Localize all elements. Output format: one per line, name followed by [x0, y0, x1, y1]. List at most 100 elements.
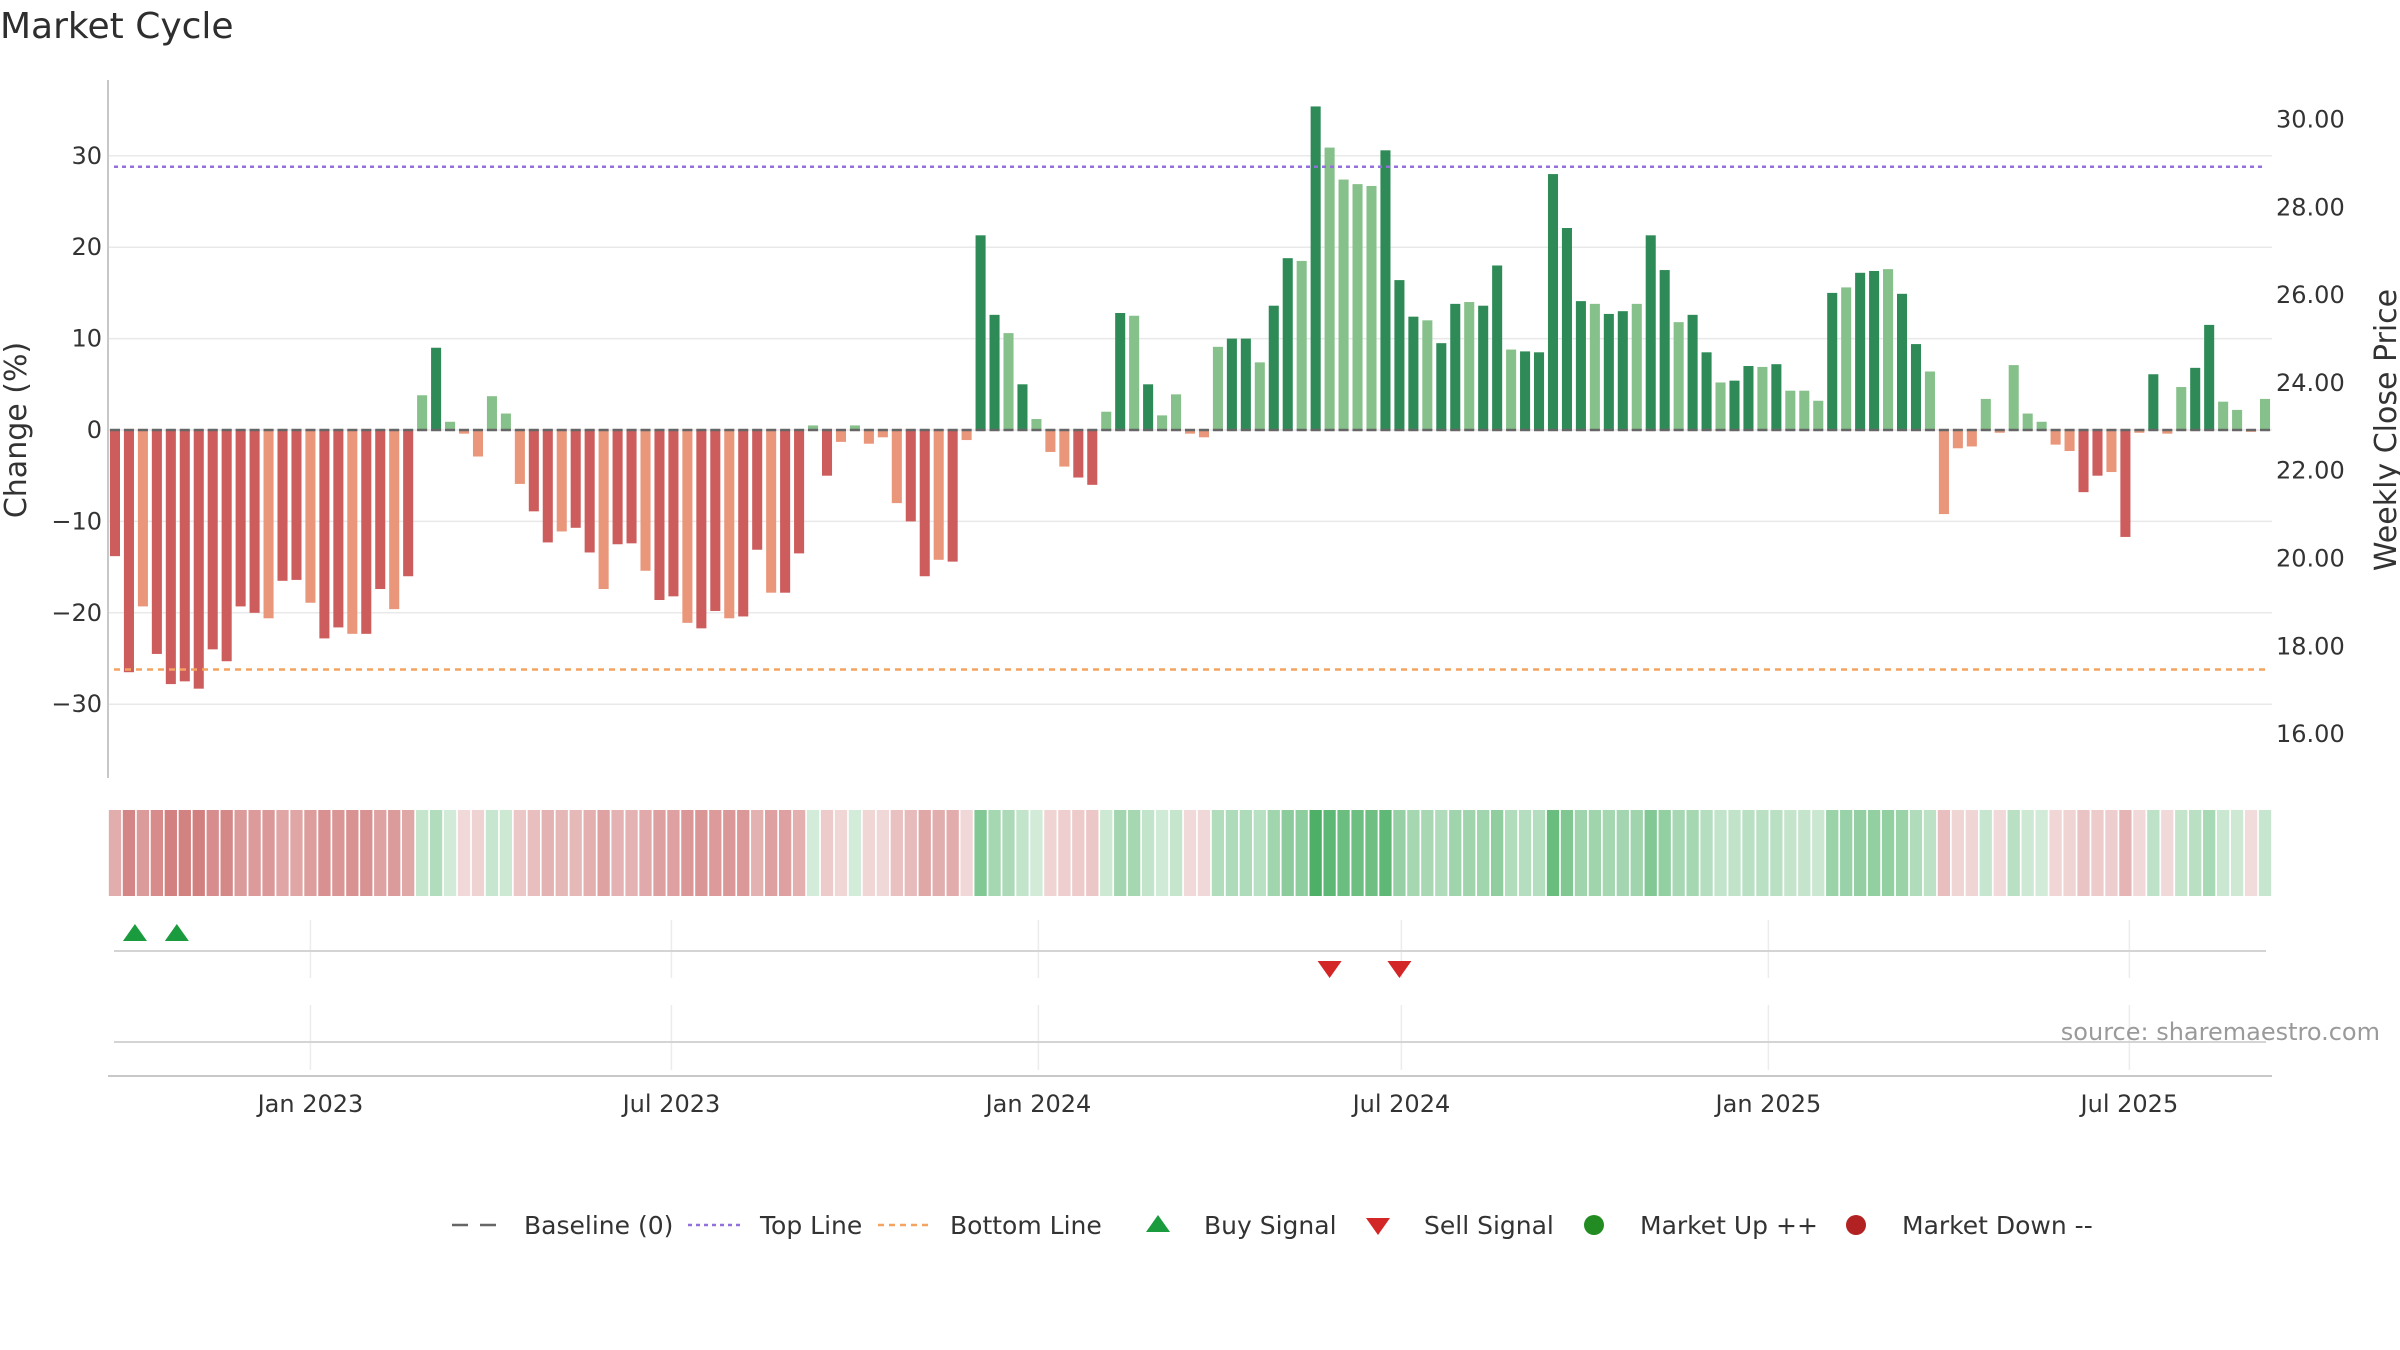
- legend-label: Market Down --: [1902, 1211, 2093, 1240]
- bar: [640, 430, 651, 571]
- legend-swatch-up: [1584, 1215, 1604, 1235]
- legend-swatch-buy: [1146, 1215, 1170, 1232]
- bar: [835, 430, 846, 442]
- bar: [235, 430, 246, 607]
- bar: [1115, 313, 1126, 430]
- bar: [1394, 280, 1405, 430]
- bar: [1980, 398, 1991, 430]
- heat-cell: [1756, 810, 1769, 896]
- y2-tick-label: 28.00: [2276, 193, 2345, 221]
- heat-cell: [1281, 810, 1294, 896]
- bar: [780, 430, 791, 593]
- bar: [1436, 343, 1447, 430]
- heat-cell: [1295, 810, 1308, 896]
- bar: [1729, 380, 1740, 430]
- heat-cell: [778, 810, 792, 896]
- bar: [445, 421, 456, 430]
- bar: [389, 430, 400, 610]
- heat-cell: [1700, 810, 1713, 896]
- heat-cell: [639, 810, 652, 896]
- bar: [1966, 430, 1977, 447]
- heat-cell: [1197, 810, 1211, 896]
- bar: [1924, 371, 1935, 430]
- bar: [1896, 293, 1908, 430]
- y2-tick-label: 16.00: [2276, 720, 2345, 748]
- bar: [1198, 430, 1209, 438]
- heat-cell: [904, 810, 917, 896]
- y2-tick-label: 30.00: [2276, 106, 2345, 134]
- bar: [570, 430, 581, 528]
- bar: [1422, 320, 1433, 430]
- legend-swatch-sell: [1366, 1218, 1390, 1235]
- heat-cell: [1141, 810, 1155, 896]
- heat-cell: [2091, 810, 2104, 896]
- bar: [2176, 387, 2187, 430]
- legend-item-up: Market Up ++: [1584, 1211, 1818, 1240]
- heat-cell: [1477, 810, 1490, 896]
- heat-cell: [360, 810, 373, 896]
- heat-cell: [569, 810, 582, 896]
- bar: [654, 430, 665, 601]
- heat-cell: [2007, 810, 2020, 896]
- heat-cell: [1840, 810, 1853, 896]
- bar: [486, 396, 497, 430]
- bar: [2232, 409, 2243, 430]
- bar: [1073, 430, 1084, 478]
- heat-cell: [918, 810, 931, 896]
- bar: [1310, 106, 1321, 430]
- heat-cell: [765, 810, 778, 896]
- bar: [1589, 303, 1600, 430]
- heat-cell: [374, 810, 387, 896]
- bar: [877, 430, 888, 438]
- heat-cell: [248, 810, 261, 896]
- bar: [1478, 305, 1489, 430]
- heat-cell: [834, 810, 848, 896]
- bar: [556, 430, 567, 532]
- bar: [1701, 352, 1712, 430]
- y2-tick-label: 24.00: [2276, 369, 2345, 397]
- heat-cell: [122, 810, 136, 896]
- bar: [1017, 384, 1028, 430]
- legend-item-baseline: Baseline (0): [452, 1211, 673, 1240]
- bar: [919, 430, 930, 577]
- heat-cell: [1867, 810, 1881, 896]
- heat-cell: [220, 810, 233, 896]
- heat-cell: [960, 810, 973, 896]
- heat-cell: [597, 810, 610, 896]
- axes: 30 20 10 0 −10 −20 −30 30.00 28.00 26.00 24.00 22.0…: [51, 80, 2345, 1118]
- bar: [542, 430, 553, 543]
- bar: [2106, 430, 2117, 473]
- bar: [221, 430, 232, 662]
- heat-cell: [1504, 810, 1518, 896]
- heat-cell: [1979, 810, 1992, 896]
- heat-cell: [2216, 810, 2230, 896]
- heat-cell: [1030, 810, 1043, 896]
- heat-cell: [332, 810, 345, 896]
- bar: [612, 430, 623, 545]
- x-tick-label: Jan 2024: [984, 1090, 1092, 1118]
- heat-cell: [1965, 810, 1978, 896]
- heat-cell: [304, 810, 317, 896]
- bar: [2218, 401, 2229, 430]
- y-tick-label: 20: [71, 233, 102, 261]
- bar: [123, 430, 134, 673]
- heat-cell: [2244, 810, 2258, 896]
- heat-cell: [1211, 810, 1225, 896]
- heat-cell: [1002, 810, 1015, 896]
- bar: [2259, 398, 2271, 430]
- heat-cell: [653, 810, 666, 896]
- heat-cell: [1463, 810, 1476, 896]
- bar: [1101, 411, 1112, 430]
- heat-cell: [1323, 810, 1336, 896]
- bar: [766, 430, 777, 593]
- heat-cell: [346, 810, 359, 896]
- heat-cell: [848, 810, 862, 896]
- heat-cell: [1909, 810, 1923, 896]
- bar: [1338, 179, 1349, 430]
- bar: [319, 430, 330, 639]
- bar: [1184, 430, 1196, 434]
- legend-label: Sell Signal: [1424, 1211, 1554, 1240]
- legend-label: Buy Signal: [1204, 1211, 1337, 1240]
- heat-cell: [2203, 810, 2216, 896]
